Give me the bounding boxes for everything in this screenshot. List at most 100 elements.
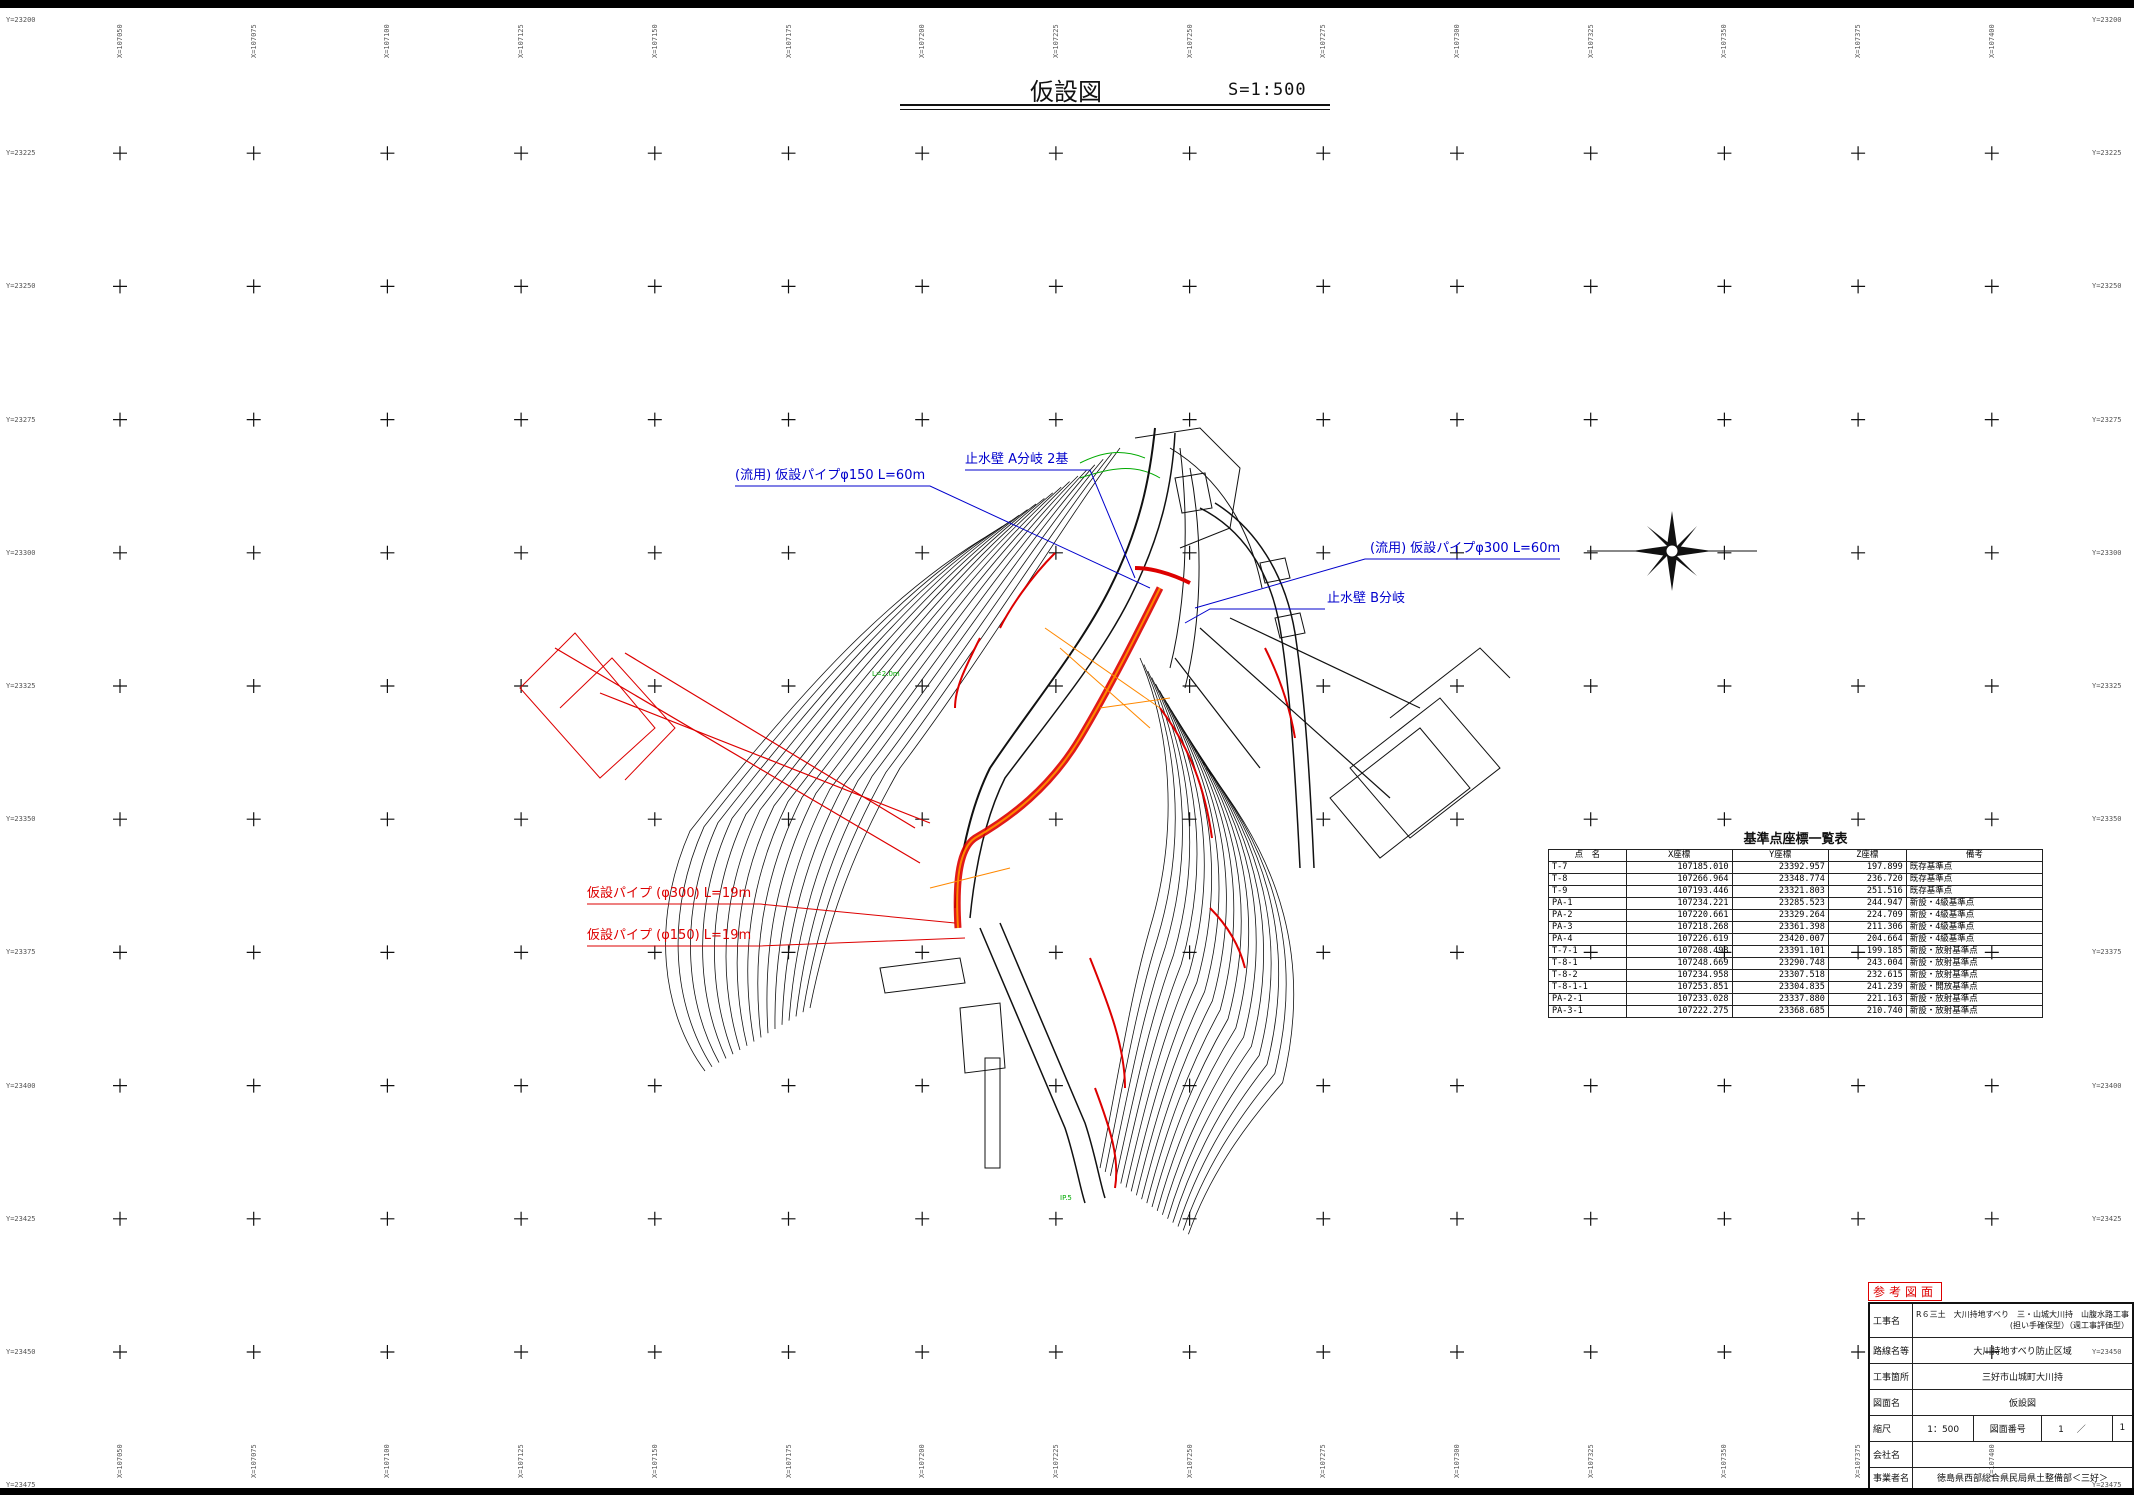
green-label: IP.5 bbox=[1060, 1194, 1072, 1202]
grid-x-label: X=107300 bbox=[1453, 24, 1461, 58]
benchmark-cell: 23392.957 bbox=[1731, 861, 1829, 874]
contour-line-west bbox=[802, 453, 1112, 1013]
benchmark-row: PA-4 107226.619 23420.007 204.664 新設・4級基準点 bbox=[1548, 933, 2044, 946]
grid-cross bbox=[113, 545, 127, 560]
benchmark-cell: 199.185 bbox=[1827, 945, 1907, 958]
grid-cross bbox=[1851, 679, 1866, 693]
grid-y-label: Y=23225 bbox=[2092, 149, 2122, 158]
grid-cross bbox=[1717, 146, 1732, 161]
grid-cross bbox=[1450, 279, 1464, 294]
benchmark-cell: 107193.446 bbox=[1625, 885, 1733, 898]
grid-cross bbox=[1450, 545, 1464, 560]
grid-cross bbox=[514, 545, 529, 560]
grid-cross bbox=[781, 545, 796, 560]
grid-cross bbox=[1583, 545, 1598, 560]
grid-x-label: X=107225 bbox=[1051, 24, 1060, 58]
benchmark-row: T-8-1 107248.669 23290.748 243.004 新設・放射基準点 bbox=[1548, 957, 2044, 970]
grid-cross bbox=[380, 1345, 395, 1359]
benchmark-cell: 23348.774 bbox=[1731, 873, 1829, 886]
tb-value-route: 大川持地すべり防止区域 bbox=[1912, 1336, 2134, 1364]
tb-value-project-line2: (担い手確保型）（週工事評価型） bbox=[2009, 1321, 2130, 1331]
grid-cross bbox=[1048, 146, 1063, 161]
grid-cross bbox=[246, 412, 261, 427]
grid-cross bbox=[781, 679, 796, 693]
benchmark-cell: 107208.498 bbox=[1625, 945, 1733, 958]
benchmark-cell: 23304.835 bbox=[1731, 981, 1829, 994]
grid-cross bbox=[1984, 1078, 1999, 1093]
tb-value-project-line1: R６三土 大川持地すべり 三・山城大川持 山腹水路工事 bbox=[1916, 1310, 2130, 1320]
contour-line-east bbox=[1162, 735, 1257, 1215]
grid-y-label: Y=23375 bbox=[6, 948, 36, 957]
grid-x-label: X=107075 bbox=[249, 1444, 258, 1478]
note-wall-a: 止水壁 A分岐 2基 bbox=[965, 452, 1069, 467]
benchmark-header-cell: X座標 bbox=[1625, 849, 1733, 862]
benchmark-header-cell: 点 名 bbox=[1548, 849, 1627, 862]
benchmark-cell: PA-2-1 bbox=[1548, 993, 1627, 1006]
grid-x-label: X=107100 bbox=[383, 24, 392, 58]
contour-line-east bbox=[1136, 703, 1220, 1196]
grid-cross bbox=[1717, 812, 1732, 827]
benchmark-cell: 221.163 bbox=[1827, 993, 1907, 1006]
grid-cross bbox=[1717, 545, 1732, 560]
grid-y-label: Y=23325 bbox=[6, 682, 36, 690]
leader-pipe150 bbox=[587, 937, 966, 947]
benchmark-table-title: 基準点座標一覧表 bbox=[1743, 832, 1848, 847]
grid-cross bbox=[380, 679, 395, 693]
benchmark-cell: PA-1 bbox=[1548, 897, 1627, 910]
red-boundary bbox=[1209, 907, 1246, 969]
lower-structure bbox=[984, 1057, 1001, 1169]
grid-cross bbox=[1717, 1345, 1732, 1359]
contour-line-east bbox=[1120, 683, 1198, 1184]
site-features: L=2.0m IP.5 bbox=[519, 427, 1757, 1204]
grid-cross bbox=[915, 945, 930, 960]
grid-cross bbox=[246, 812, 261, 827]
grid-x-label: X=107250 bbox=[1185, 24, 1194, 58]
grid-cross bbox=[1048, 1211, 1063, 1226]
dimension-frame bbox=[1389, 647, 1511, 719]
grid-x-label: X=107100 bbox=[383, 1444, 392, 1478]
red-dimension-line bbox=[599, 692, 931, 824]
grid-cross bbox=[1048, 412, 1063, 427]
benchmark-cell: 新設・放射基準点 bbox=[1905, 969, 2044, 982]
reference-drawing-stamp: 参考図面 bbox=[1868, 1282, 1943, 1301]
dimension-frame bbox=[1349, 697, 1501, 839]
grid-cross bbox=[647, 945, 662, 960]
benchmark-row: PA-2 107220.661 23329.264 224.709 新設・4級基準点 bbox=[1548, 909, 2044, 922]
grid-x-label: X=107050 bbox=[116, 1444, 124, 1478]
benchmark-cell: 107218.268 bbox=[1625, 921, 1733, 934]
grid-cross bbox=[246, 945, 261, 960]
grid-x-label: X=107375 bbox=[1854, 1444, 1863, 1478]
grid-cross bbox=[1984, 545, 1999, 560]
benchmark-cell: 224.709 bbox=[1827, 909, 1907, 922]
benchmark-row: T-8-1-1 107253.851 23304.835 241.239 新設・開放基準… bbox=[1548, 981, 2044, 994]
benchmark-row: T-7-1 107208.498 23391.101 199.185 新設・放射基準点 bbox=[1548, 945, 2044, 958]
leader-wall-b bbox=[1184, 608, 1325, 624]
grid-cross bbox=[1851, 545, 1866, 560]
grid-cross bbox=[1851, 812, 1866, 827]
benchmark-cell: PA-3-1 bbox=[1548, 1005, 1627, 1018]
red-dimension-line bbox=[554, 647, 921, 864]
dimension-line bbox=[1229, 617, 1421, 709]
grid-cross bbox=[1717, 1211, 1732, 1226]
grid-y-label: Y=23300 bbox=[6, 548, 36, 557]
grid-x-label: X=107200 bbox=[918, 24, 927, 58]
contour-line-west bbox=[809, 447, 1121, 1009]
tb-label-project: 工事名 bbox=[1868, 1302, 1914, 1338]
grid-cross bbox=[915, 412, 930, 427]
temporary-pipe-route bbox=[953, 586, 1164, 929]
benchmark-cell: T-9 bbox=[1548, 885, 1627, 898]
grid-cross bbox=[380, 1211, 395, 1226]
benchmark-cell: 既存基準点 bbox=[1905, 873, 2044, 886]
grid-cross bbox=[514, 1078, 529, 1093]
grid-cross bbox=[1048, 812, 1063, 827]
grid-cross bbox=[1316, 1345, 1331, 1359]
benchmark-cell: 23285.523 bbox=[1731, 897, 1829, 910]
benchmark-row: PA-2-1 107233.028 23337.880 221.163 新設・放射基準点 bbox=[1548, 993, 2044, 1006]
benchmark-cell: 23368.685 bbox=[1731, 1005, 1829, 1018]
grid-cross bbox=[647, 812, 662, 827]
note-wall-b: 止水壁 B分岐 bbox=[1327, 591, 1406, 606]
benchmark-cell: T-7 bbox=[1548, 861, 1627, 874]
grid-y-label: Y=23350 bbox=[2092, 815, 2122, 824]
tb-drawing-sep: ／ bbox=[2076, 1424, 2086, 1435]
benchmark-table: 基準点座標一覧表 点 名 X座標 Y座標 Z座標 備考 T-7 107185.010 233… bbox=[1548, 828, 2044, 1018]
